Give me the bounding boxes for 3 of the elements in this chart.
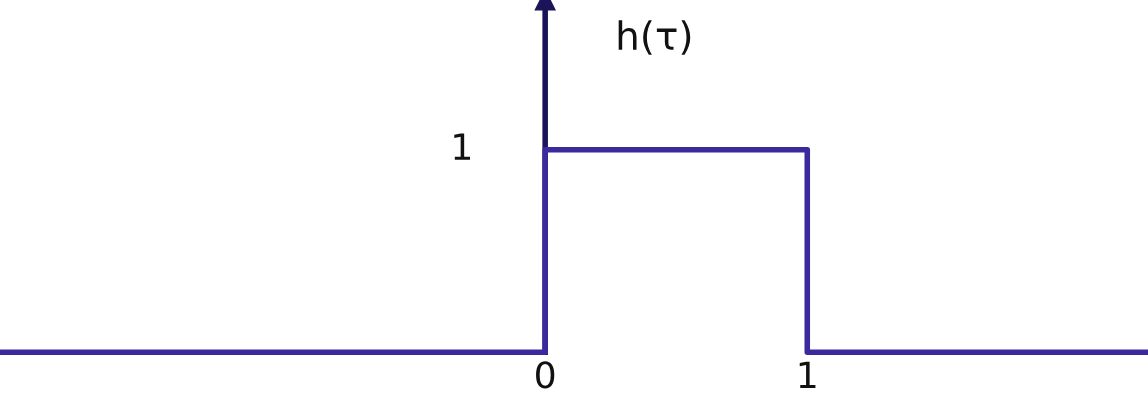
annotation: 1: [454, 133, 470, 160]
x-tick-label: 0: [536, 361, 555, 389]
y-axis-title: h(τ): [618, 20, 691, 55]
